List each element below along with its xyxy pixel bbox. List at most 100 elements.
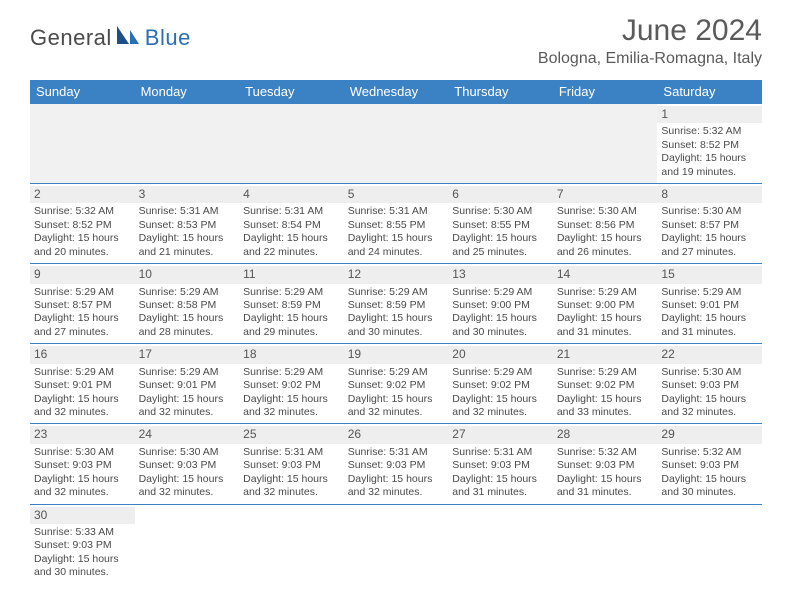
calendar-body: 1Sunrise: 5:32 AMSunset: 8:52 PMDaylight…	[30, 104, 762, 584]
day-number: 16	[30, 346, 135, 363]
calendar-cell: 9Sunrise: 5:29 AMSunset: 8:57 PMDaylight…	[30, 264, 135, 344]
day-number: 25	[239, 426, 344, 443]
day-number: 29	[657, 426, 762, 443]
sunset-line: Sunset: 8:58 PM	[139, 299, 236, 312]
calendar-cell: 25Sunrise: 5:31 AMSunset: 9:03 PMDayligh…	[239, 424, 344, 504]
calendar-cell: 29 Sunrise: 5:32 AMSunset: 9:03 PMDayligh…	[657, 424, 762, 504]
daylight-line: Daylight: 15 hours and 31 minutes.	[557, 312, 654, 339]
calendar-cell: 20Sunrise: 5:29 AMSunset: 9:02 PMDayligh…	[448, 344, 553, 424]
calendar-header-row: SundayMondayTuesdayWednesdayThursdayFrid…	[30, 80, 762, 104]
day-number: 5	[344, 186, 449, 203]
day-number: 12	[344, 266, 449, 283]
daylight-line: Daylight: 15 hours and 31 minutes.	[557, 473, 654, 500]
calendar-cell: 26Sunrise: 5:31 AMSunset: 9:03 PMDayligh…	[344, 424, 449, 504]
day-number: 28	[553, 426, 658, 443]
sunset-line: Sunset: 9:01 PM	[661, 299, 758, 312]
sunrise-line: Sunrise: 5:30 AM	[557, 205, 654, 218]
sunset-line: Sunset: 9:02 PM	[452, 379, 549, 392]
calendar-cell: 19 Sunrise: 5:29 AMSunset: 9:02 PMDayligh…	[344, 344, 449, 424]
day-number: 15	[657, 266, 762, 283]
weekday-header: Saturday	[657, 80, 762, 104]
sunrise-line: Sunrise: 5:30 AM	[661, 205, 758, 218]
sunrise-line: Sunrise: 5:29 AM	[243, 286, 340, 299]
logo-text-blue: Blue	[145, 25, 191, 51]
sunset-line: Sunset: 8:57 PM	[34, 299, 131, 312]
sunrise-line: Sunrise: 5:29 AM	[139, 286, 236, 299]
sunrise-line: Sunrise: 5:31 AM	[452, 446, 549, 459]
daylight-line: Daylight: 15 hours and 30 minutes.	[348, 312, 445, 339]
daylight-line: Daylight: 15 hours and 32 minutes.	[34, 393, 131, 420]
sunset-line: Sunset: 8:59 PM	[243, 299, 340, 312]
daylight-line: Daylight: 15 hours and 33 minutes.	[557, 393, 654, 420]
sunset-line: Sunset: 9:02 PM	[557, 379, 654, 392]
sunrise-line: Sunrise: 5:32 AM	[661, 446, 758, 459]
sunrise-line: Sunrise: 5:31 AM	[348, 446, 445, 459]
calendar-cell-empty	[657, 505, 762, 584]
sunset-line: Sunset: 9:03 PM	[348, 459, 445, 472]
sunrise-line: Sunrise: 5:33 AM	[34, 526, 131, 539]
sunset-line: Sunset: 9:03 PM	[34, 539, 131, 552]
calendar-cell: 14Sunrise: 5:29 AMSunset: 9:00 PMDayligh…	[553, 264, 658, 344]
calendar-cell: 6Sunrise: 5:30 AMSunset: 8:55 PMDaylight…	[448, 184, 553, 264]
logo-text-general: General	[30, 25, 112, 51]
daylight-line: Daylight: 15 hours and 31 minutes.	[661, 312, 758, 339]
day-number: 13	[448, 266, 553, 283]
sunset-line: Sunset: 8:56 PM	[557, 219, 654, 232]
day-number: 10	[135, 266, 240, 283]
sunset-line: Sunset: 9:03 PM	[452, 459, 549, 472]
sunset-line: Sunset: 9:03 PM	[661, 459, 758, 472]
daylight-line: Daylight: 15 hours and 30 minutes.	[661, 473, 758, 500]
month-title: June 2024	[538, 14, 762, 48]
sunset-line: Sunset: 8:53 PM	[139, 219, 236, 232]
sunrise-line: Sunrise: 5:31 AM	[348, 205, 445, 218]
daylight-line: Daylight: 15 hours and 32 minutes.	[348, 393, 445, 420]
day-number: 7	[553, 186, 658, 203]
sunrise-line: Sunrise: 5:31 AM	[139, 205, 236, 218]
sunrise-line: Sunrise: 5:31 AM	[243, 446, 340, 459]
daylight-line: Daylight: 15 hours and 32 minutes.	[661, 393, 758, 420]
weekday-header: Wednesday	[344, 80, 449, 104]
sunset-line: Sunset: 9:01 PM	[139, 379, 236, 392]
sunset-line: Sunset: 8:57 PM	[661, 219, 758, 232]
daylight-line: Daylight: 15 hours and 30 minutes.	[34, 553, 131, 580]
calendar-cell: 17Sunrise: 5:29 AMSunset: 9:01 PMDayligh…	[135, 344, 240, 424]
day-number: 20	[448, 346, 553, 363]
header: General Blue June 2024 Bologna, Emilia-R…	[0, 0, 792, 72]
sunrise-line: Sunrise: 5:30 AM	[139, 446, 236, 459]
calendar-cell: 27Sunrise: 5:31 AMSunset: 9:03 PMDayligh…	[448, 424, 553, 504]
sunrise-line: Sunrise: 5:29 AM	[34, 286, 131, 299]
daylight-line: Daylight: 15 hours and 22 minutes.	[243, 232, 340, 259]
daylight-line: Daylight: 15 hours and 28 minutes.	[139, 312, 236, 339]
sunset-line: Sunset: 9:03 PM	[243, 459, 340, 472]
day-number: 2	[30, 186, 135, 203]
day-number: 1	[657, 106, 762, 123]
calendar-cell: 11Sunrise: 5:29 AMSunset: 8:59 PMDayligh…	[239, 264, 344, 344]
sunset-line: Sunset: 9:02 PM	[243, 379, 340, 392]
calendar-cell-empty	[239, 505, 344, 584]
daylight-line: Daylight: 15 hours and 27 minutes.	[661, 232, 758, 259]
calendar: SundayMondayTuesdayWednesdayThursdayFrid…	[30, 80, 762, 584]
weekday-header: Tuesday	[239, 80, 344, 104]
calendar-cell: 13Sunrise: 5:29 AMSunset: 9:00 PMDayligh…	[448, 264, 553, 344]
day-number: 21	[553, 346, 658, 363]
sunrise-line: Sunrise: 5:32 AM	[557, 446, 654, 459]
title-block: June 2024 Bologna, Emilia-Romagna, Italy	[538, 14, 762, 68]
sunset-line: Sunset: 8:59 PM	[348, 299, 445, 312]
daylight-line: Daylight: 15 hours and 25 minutes.	[452, 232, 549, 259]
sail-icon	[115, 24, 141, 51]
sunset-line: Sunset: 8:55 PM	[348, 219, 445, 232]
sunset-line: Sunset: 9:02 PM	[348, 379, 445, 392]
day-number: 3	[135, 186, 240, 203]
sunrise-line: Sunrise: 5:29 AM	[348, 366, 445, 379]
day-number: 19	[344, 346, 449, 363]
calendar-cell-empty	[344, 505, 449, 584]
location: Bologna, Emilia-Romagna, Italy	[538, 50, 762, 68]
daylight-line: Daylight: 15 hours and 32 minutes.	[139, 473, 236, 500]
daylight-line: Daylight: 15 hours and 21 minutes.	[139, 232, 236, 259]
daylight-line: Daylight: 15 hours and 24 minutes.	[348, 232, 445, 259]
sunset-line: Sunset: 9:03 PM	[661, 379, 758, 392]
day-number: 18	[239, 346, 344, 363]
daylight-line: Daylight: 15 hours and 32 minutes.	[34, 473, 131, 500]
sunset-line: Sunset: 9:03 PM	[557, 459, 654, 472]
sunset-line: Sunset: 8:55 PM	[452, 219, 549, 232]
